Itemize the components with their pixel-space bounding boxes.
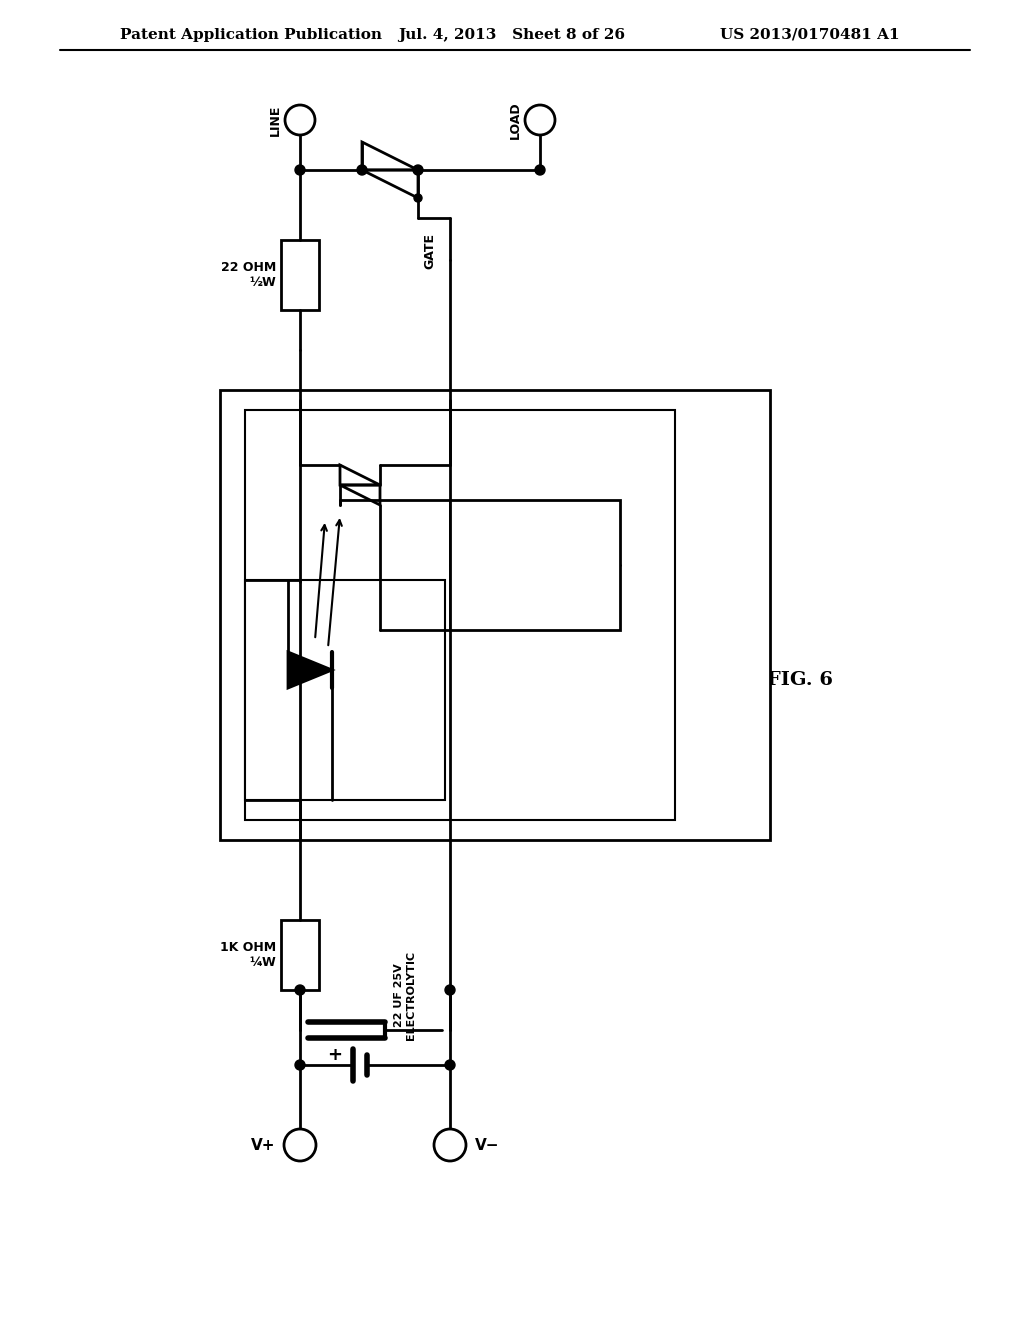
Circle shape <box>525 106 555 135</box>
Circle shape <box>295 985 305 995</box>
Text: MOC3042: MOC3042 <box>753 490 771 590</box>
Circle shape <box>445 985 455 995</box>
Bar <box>245 579 445 800</box>
Text: Jul. 4, 2013   Sheet 8 of 26: Jul. 4, 2013 Sheet 8 of 26 <box>398 28 626 42</box>
Bar <box>245 411 675 820</box>
Bar <box>220 389 770 840</box>
Bar <box>450 500 620 630</box>
Text: Patent Application Publication: Patent Application Publication <box>120 28 382 42</box>
Circle shape <box>284 1129 316 1162</box>
Circle shape <box>357 165 367 176</box>
Text: +: + <box>328 1045 342 1064</box>
Text: US 2013/0170481 A1: US 2013/0170481 A1 <box>720 28 900 42</box>
Circle shape <box>295 165 305 176</box>
Text: 1K OHM
¼W: 1K OHM ¼W <box>220 941 276 969</box>
Circle shape <box>434 1129 466 1162</box>
Circle shape <box>295 1060 305 1071</box>
Text: ZERO
CROSSING
CIRCUIT: ZERO CROSSING CIRCUIT <box>495 541 575 589</box>
Text: 22 OHM
½W: 22 OHM ½W <box>221 261 276 289</box>
Polygon shape <box>288 652 332 688</box>
Text: V+: V+ <box>251 1138 275 1152</box>
Text: 22 UF 25V
ELECTROLYTIC: 22 UF 25V ELECTROLYTIC <box>394 950 416 1040</box>
Text: V−: V− <box>475 1138 500 1152</box>
Bar <box>281 920 319 990</box>
Text: LINE: LINE <box>269 104 282 136</box>
Circle shape <box>413 165 423 176</box>
Text: LOAD: LOAD <box>509 102 522 139</box>
Circle shape <box>535 165 545 176</box>
Circle shape <box>445 1060 455 1071</box>
Text: FIG. 6: FIG. 6 <box>767 671 833 689</box>
Circle shape <box>285 106 315 135</box>
Circle shape <box>414 194 422 202</box>
Text: GATE: GATE <box>423 234 436 269</box>
Bar <box>281 240 319 310</box>
